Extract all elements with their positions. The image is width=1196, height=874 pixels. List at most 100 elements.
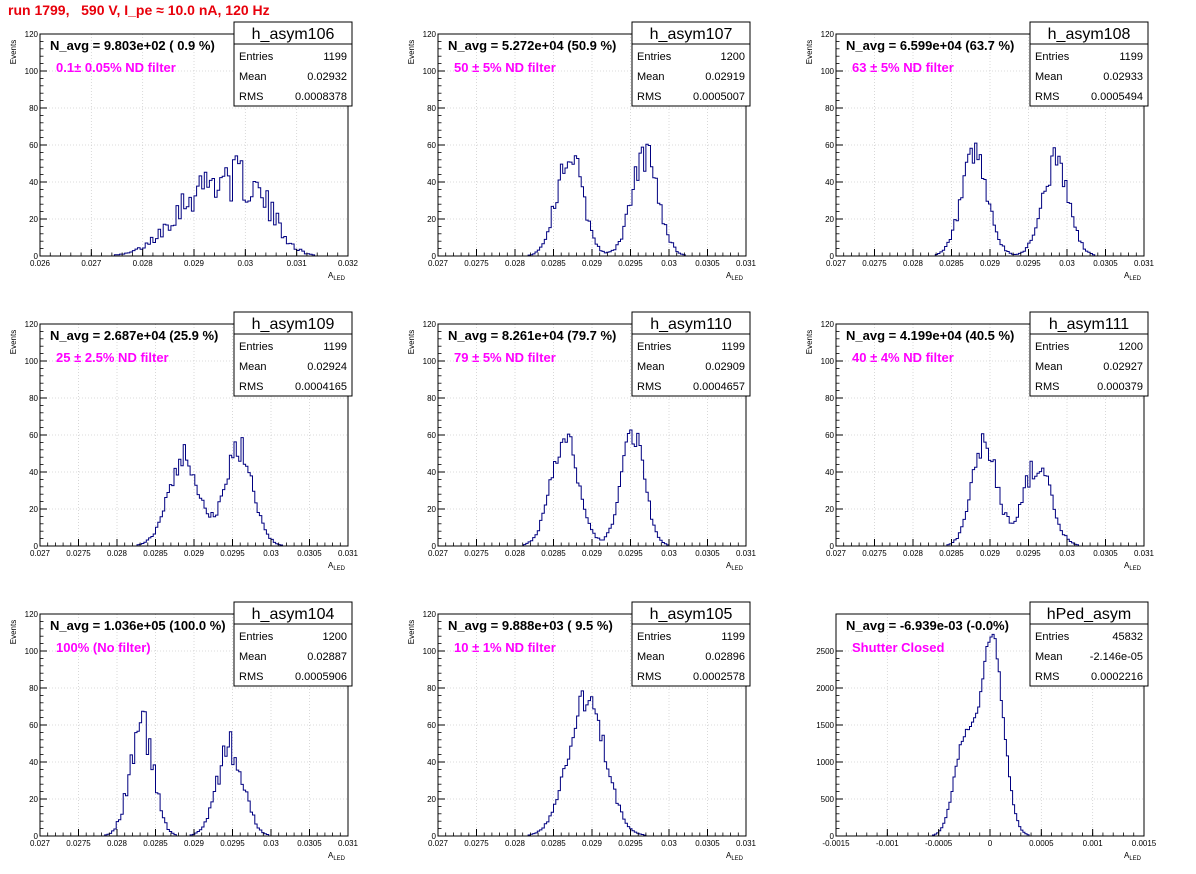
navg-label: N_avg = -6.939e-03 (-0.0%) xyxy=(846,618,1009,633)
x-tick-label: 0.0305 xyxy=(695,259,720,268)
stats-key-mean: Mean xyxy=(239,71,267,83)
stats-box xyxy=(233,601,353,687)
x-tick-label: 0.027 xyxy=(81,259,102,268)
x-tick-label: 0.001 xyxy=(1083,839,1104,848)
filter-label: 25 ± 2.5% ND filter xyxy=(56,350,169,365)
stats-value-entries: 45832 xyxy=(1112,631,1143,643)
histogram-svg: 0.027 0.0275 0.028 0.0285 0.029 0.0295 0.03 0.0… xyxy=(805,311,1155,572)
stats-box xyxy=(1029,21,1149,107)
x-tick-label: 0.0285 xyxy=(939,259,964,268)
y-tick-label: 40 xyxy=(29,468,38,477)
x-tick-label: -0.0015 xyxy=(822,839,850,848)
histogram-panel-h_asym106: 0.026 0.027 0.028 0.029 0.03 0.031 0.032 0 20 40 6… xyxy=(0,4,398,294)
x-tick-label: 0.0015 xyxy=(1132,839,1157,848)
y-tick-label: 0 xyxy=(432,832,437,841)
stats-key-rms: RMS xyxy=(637,671,661,683)
histogram-panel-h_asym104: 0.027 0.0275 0.028 0.0285 0.029 0.0295 0.03 0.0… xyxy=(0,584,398,874)
x-tick-label: 0.027 xyxy=(428,259,449,268)
x-tick-label: 0.027 xyxy=(826,259,847,268)
x-tick-label: 0.03 xyxy=(661,839,677,848)
x-tick-label: 0.03 xyxy=(1059,259,1075,268)
x-tick-label: 0.0285 xyxy=(143,839,168,848)
histogram-svg: 0.026 0.027 0.028 0.029 0.03 0.031 0.032 0 20 40 6… xyxy=(9,21,359,282)
y-tick-label: 1000 xyxy=(816,758,834,767)
x-tick-label: 0.026 xyxy=(30,259,51,268)
stats-key-mean: Mean xyxy=(637,71,665,83)
x-axis-label-subscript: LED xyxy=(333,856,345,862)
x-tick-label: 0.0285 xyxy=(143,549,168,558)
stats-key-mean: Mean xyxy=(637,361,665,373)
stats-value-mean: 0.02933 xyxy=(1103,71,1143,83)
y-tick-label: 2000 xyxy=(816,684,834,693)
x-tick-label: 0.03 xyxy=(263,839,279,848)
stats-key-mean: Mean xyxy=(239,361,267,373)
y-tick-label: 120 xyxy=(423,610,437,619)
stats-value-rms: 0.0005906 xyxy=(295,671,347,683)
x-tick-label: 0.0295 xyxy=(618,259,643,268)
stats-box xyxy=(631,311,751,397)
stats-box xyxy=(1029,311,1149,397)
y-tick-label: 20 xyxy=(29,505,38,514)
y-tick-label: 0 xyxy=(34,832,39,841)
y-tick-label: 40 xyxy=(29,758,38,767)
stats-key-mean: Mean xyxy=(1035,361,1063,373)
y-tick-label: 100 xyxy=(25,357,39,366)
x-tick-label: 0.0305 xyxy=(297,549,322,558)
filter-label: 63 ± 5% ND filter xyxy=(852,60,954,75)
stats-key-rms: RMS xyxy=(239,671,263,683)
x-tick-label: 0.031 xyxy=(287,259,308,268)
x-tick-label: 0.0295 xyxy=(618,549,643,558)
stats-value-mean: 0.02932 xyxy=(307,71,347,83)
y-tick-label: 80 xyxy=(29,684,38,693)
x-tick-label: 0.031 xyxy=(1134,549,1155,558)
y-tick-label: 2500 xyxy=(816,647,834,656)
histogram-name: h_asym106 xyxy=(252,26,335,43)
y-tick-label: 120 xyxy=(423,320,437,329)
x-axis-label: ALED xyxy=(1124,851,1142,862)
histogram-bars xyxy=(40,155,348,257)
x-tick-label: 0.0285 xyxy=(541,259,566,268)
stats-value-entries: 1199 xyxy=(323,341,347,353)
stats-value-entries: 1200 xyxy=(1119,341,1143,353)
y-axis-label: Events xyxy=(407,40,416,64)
x-tick-label: 0.029 xyxy=(582,549,603,558)
x-tick-label: 0.029 xyxy=(184,839,205,848)
y-tick-label: 120 xyxy=(821,30,835,39)
y-tick-label: 100 xyxy=(821,67,835,76)
histogram-name: h_asym104 xyxy=(252,606,335,623)
stats-box xyxy=(631,601,751,687)
y-tick-label: 120 xyxy=(423,30,437,39)
x-tick-label: 0 xyxy=(988,839,993,848)
y-axis-label: Events xyxy=(805,330,814,354)
y-tick-label: 100 xyxy=(423,647,437,656)
y-tick-label: 120 xyxy=(821,320,835,329)
x-axis-label: ALED xyxy=(1124,561,1142,572)
x-tick-label: 0.029 xyxy=(582,839,603,848)
x-tick-label: 0.029 xyxy=(980,549,1001,558)
filter-label: 50 ± 5% ND filter xyxy=(454,60,556,75)
histogram-name: hPed_asym xyxy=(1047,606,1132,623)
y-tick-label: 20 xyxy=(427,215,436,224)
x-tick-label: 0.0275 xyxy=(464,259,489,268)
y-tick-label: 60 xyxy=(29,721,38,730)
x-axis-label-subscript: LED xyxy=(731,856,743,862)
x-tick-label: 0.031 xyxy=(1134,259,1155,268)
stats-key-mean: Mean xyxy=(1035,651,1063,663)
y-axis-label: Events xyxy=(407,330,416,354)
y-tick-label: 60 xyxy=(427,721,436,730)
filter-label: Shutter Closed xyxy=(852,640,945,655)
histogram-name: h_asym110 xyxy=(650,316,732,333)
histogram-panel-hPed_asym: -0.0015 -0.001 -0.0005 0 0.0005 0.001 0.0015 0 5… xyxy=(796,584,1194,874)
x-tick-label: 0.0275 xyxy=(862,259,887,268)
y-tick-label: 60 xyxy=(427,431,436,440)
stats-value-entries: 1200 xyxy=(323,631,347,643)
stats-value-mean: 0.02909 xyxy=(705,361,745,373)
y-tick-label: 100 xyxy=(821,357,835,366)
x-tick-label: 0.032 xyxy=(338,259,359,268)
y-tick-label: 80 xyxy=(427,104,436,113)
stats-value-rms: 0.0005494 xyxy=(1091,91,1143,103)
y-tick-label: 20 xyxy=(29,795,38,804)
stats-key-rms: RMS xyxy=(1035,91,1059,103)
x-axis-label-subscript: LED xyxy=(731,276,743,282)
